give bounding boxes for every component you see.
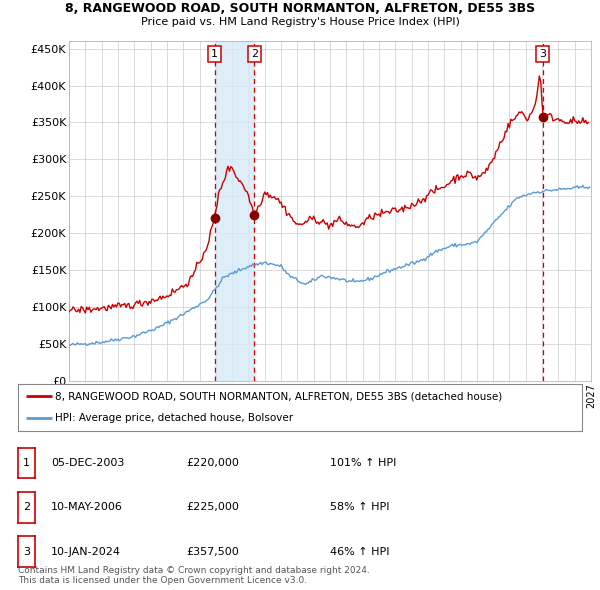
Text: 10-JAN-2024: 10-JAN-2024 xyxy=(51,547,121,556)
Text: 10-MAY-2006: 10-MAY-2006 xyxy=(51,503,123,512)
Text: 58% ↑ HPI: 58% ↑ HPI xyxy=(330,503,389,512)
Text: £225,000: £225,000 xyxy=(186,503,239,512)
Text: Price paid vs. HM Land Registry's House Price Index (HPI): Price paid vs. HM Land Registry's House … xyxy=(140,17,460,27)
Text: HPI: Average price, detached house, Bolsover: HPI: Average price, detached house, Bols… xyxy=(55,413,293,423)
Text: 1: 1 xyxy=(211,49,218,59)
Text: £357,500: £357,500 xyxy=(186,547,239,556)
Text: 3: 3 xyxy=(23,547,30,556)
Text: 3: 3 xyxy=(539,49,546,59)
Text: 8, RANGEWOOD ROAD, SOUTH NORMANTON, ALFRETON, DE55 3BS (detached house): 8, RANGEWOOD ROAD, SOUTH NORMANTON, ALFR… xyxy=(55,391,502,401)
Text: £220,000: £220,000 xyxy=(186,458,239,468)
Bar xyxy=(542,41,591,381)
Text: Contains HM Land Registry data © Crown copyright and database right 2024.
This d: Contains HM Land Registry data © Crown c… xyxy=(18,566,370,585)
Text: 2: 2 xyxy=(251,49,258,59)
Text: 46% ↑ HPI: 46% ↑ HPI xyxy=(330,547,389,556)
Bar xyxy=(215,41,254,381)
Text: 2: 2 xyxy=(23,503,30,512)
Text: 8, RANGEWOOD ROAD, SOUTH NORMANTON, ALFRETON, DE55 3BS: 8, RANGEWOOD ROAD, SOUTH NORMANTON, ALFR… xyxy=(65,2,535,15)
Text: 1: 1 xyxy=(23,458,30,468)
Text: 05-DEC-2003: 05-DEC-2003 xyxy=(51,458,124,468)
Text: 101% ↑ HPI: 101% ↑ HPI xyxy=(330,458,397,468)
